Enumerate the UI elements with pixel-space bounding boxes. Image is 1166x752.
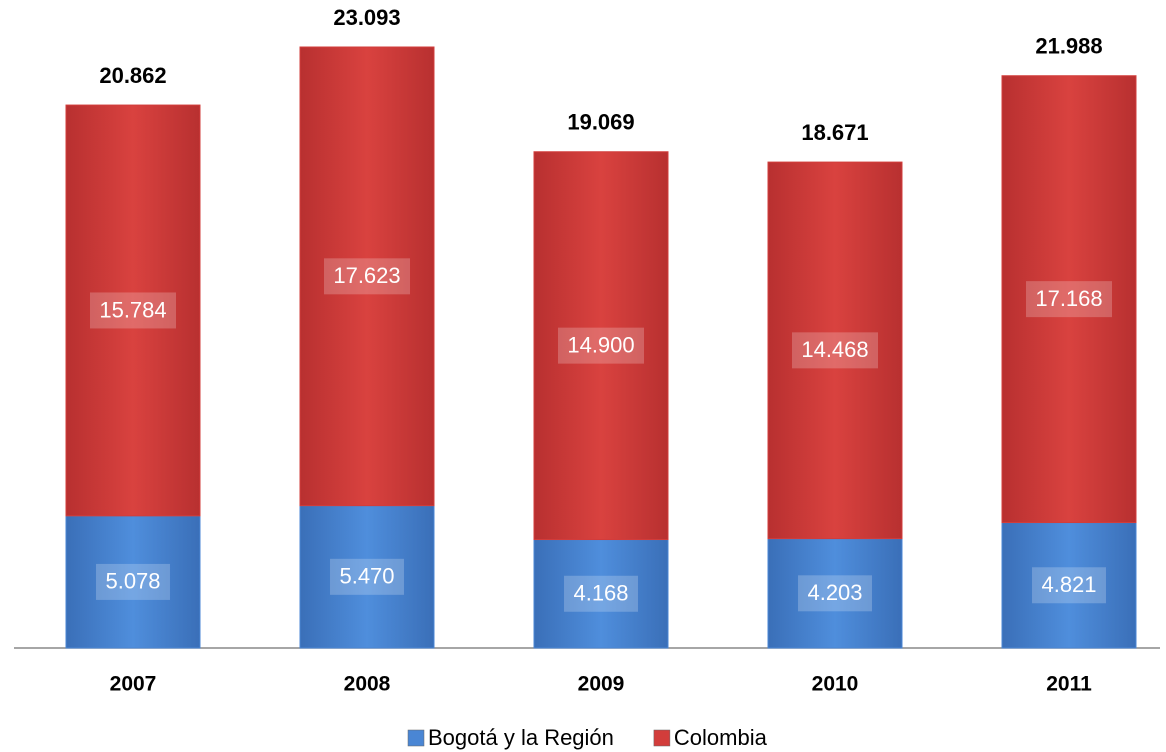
- value-label-box: [90, 292, 176, 329]
- bar-segment: [767, 161, 903, 540]
- bar-segment: [299, 505, 435, 649]
- x-tick-label: 2010: [812, 673, 859, 696]
- value-label-box: [792, 332, 878, 369]
- total-label: 19.069: [567, 110, 634, 135]
- value-label-box: [96, 563, 170, 600]
- total-label: 20.862: [99, 63, 166, 88]
- value-label: 17.623: [333, 263, 400, 288]
- value-label-box: [330, 558, 404, 595]
- value-label: 4.168: [573, 581, 628, 606]
- legend-label: Bogotá y la Región: [428, 725, 614, 750]
- value-label-box: [558, 327, 644, 364]
- bar-segment: [1001, 522, 1137, 649]
- value-label: 5.078: [105, 569, 160, 594]
- bar-segment: [1001, 75, 1137, 524]
- value-label: 5.470: [339, 564, 394, 589]
- legend-label: Colombia: [674, 725, 768, 750]
- total-label: 23.093: [333, 5, 400, 30]
- value-label-box: [564, 575, 638, 612]
- value-label: 14.900: [567, 332, 634, 357]
- total-label: 18.671: [801, 120, 868, 145]
- x-tick-label: 2007: [110, 673, 157, 696]
- total-label: 21.988: [1035, 34, 1102, 59]
- value-label-box: [1026, 281, 1112, 318]
- value-label: 4.203: [807, 580, 862, 605]
- bar-segment: [299, 46, 435, 507]
- value-label: 15.784: [99, 297, 166, 322]
- bar-segment: [65, 515, 201, 649]
- x-tick-label: 2011: [1046, 673, 1092, 696]
- legend-swatch: [653, 729, 671, 747]
- bar-segment: [533, 151, 669, 541]
- bar-segment: [767, 538, 903, 649]
- value-label-box: [798, 575, 872, 612]
- bar-segment: [65, 104, 201, 517]
- value-label: 17.168: [1035, 286, 1102, 311]
- value-label: 14.468: [801, 337, 868, 362]
- x-tick-label: 2008: [344, 673, 391, 696]
- bar-segment: [533, 539, 669, 649]
- value-label: 4.821: [1041, 572, 1096, 597]
- legend-swatch: [407, 729, 425, 747]
- value-label-box: [1032, 567, 1106, 604]
- x-tick-label: 2009: [578, 673, 625, 696]
- value-label-box: [324, 258, 410, 295]
